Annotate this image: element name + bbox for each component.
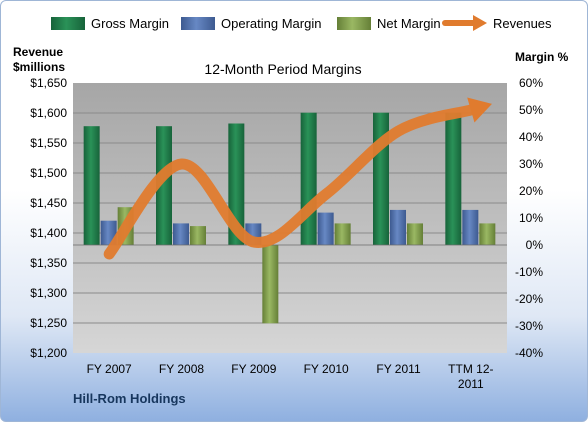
right-tick-label: -20% [515,292,543,306]
x-tick-label: FY 2008 [159,362,204,376]
legend-label-operating-margin: Operating Margin [221,16,321,31]
plot-area [73,83,507,353]
right-tick-label: -40% [515,346,543,360]
bar-net-margin [407,223,423,245]
bar-gross-margin [300,112,317,245]
bar-gross-margin [445,112,462,245]
right-tick-label: 20% [519,184,543,198]
bar-gross-margin [83,126,100,245]
x-axis: FY 2007 FY 2008 FY 2009 FY 2010 FY 2011 TTM 1… [87,362,494,391]
left-tick-label: $1,250 [30,316,67,330]
bar-net-margin [190,226,206,245]
x-tick-label: TTM 12- [448,362,493,376]
right-tick-label: -10% [515,265,543,279]
legend-swatch-gross-margin [51,17,85,30]
bar-operating-margin [390,209,406,245]
x-tick-label: 2011 [458,377,484,391]
legend: Gross Margin Operating Margin Net Margin… [51,15,552,31]
right-tick-label: 30% [519,157,543,171]
bar-operating-margin [462,209,479,245]
legend-swatch-operating-margin [181,17,215,30]
left-tick-label: $1,400 [30,226,67,240]
revenue-arrowhead [467,97,492,123]
legend-item-net-margin: Net Margin [337,16,441,31]
revenue-path [103,104,477,260]
legend-item-revenues: Revenues [442,15,552,31]
x-tick-label: FY 2009 [231,362,276,376]
left-axis-label-line2: $millions [13,60,65,74]
legend-label-revenues: Revenues [493,16,552,31]
left-axis-label-line1: Revenue [13,45,63,59]
chart-title: 12-Month Period Margins [204,61,361,77]
bar-operating-margin [173,223,189,245]
revenue-line [103,97,492,260]
left-tick-label: $1,200 [30,346,67,360]
right-tick-label: 50% [519,103,543,117]
right-tick-label: 60% [519,76,543,90]
legend-label-net-margin: Net Margin [377,16,441,31]
left-tick-label: $1,650 [30,76,67,90]
right-axis: 60% 50% 40% 30% 20% 10% 0% -10% -20% -30% -40% [515,76,543,360]
left-tick-label: $1,550 [30,136,67,150]
right-tick-label: 0% [526,238,544,252]
bar-net-margin [479,223,496,245]
legend-arrow-revenues [473,15,487,31]
left-tick-label: $1,450 [30,196,67,210]
x-tick-label: FY 2011 [376,362,421,376]
bar-net-margin [334,223,351,245]
bars [73,112,507,324]
x-tick-label: FY 2007 [87,362,132,376]
x-tick-label: FY 2010 [304,362,349,376]
company-name: Hill-Rom Holdings [73,391,186,406]
right-tick-label: 40% [519,130,543,144]
left-tick-label: $1,350 [30,256,67,270]
left-axis: $1,650 $1,600 $1,550 $1,500 $1,450 $1,400 $1,3… [30,76,67,360]
legend-item-gross-margin: Gross Margin [51,16,169,31]
bar-net-margin [262,245,279,324]
legend-item-operating-margin: Operating Margin [181,16,321,31]
legend-label-gross-margin: Gross Margin [91,16,169,31]
left-tick-label: $1,600 [30,106,67,120]
bar-gross-margin [156,126,172,245]
legend-swatch-net-margin [337,17,371,30]
left-tick-label: $1,300 [30,286,67,300]
right-axis-label: Margin % [515,50,569,64]
bar-operating-margin [317,212,334,245]
right-tick-label: 10% [519,211,543,225]
right-tick-label: -30% [515,319,543,333]
left-tick-label: $1,500 [30,166,67,180]
